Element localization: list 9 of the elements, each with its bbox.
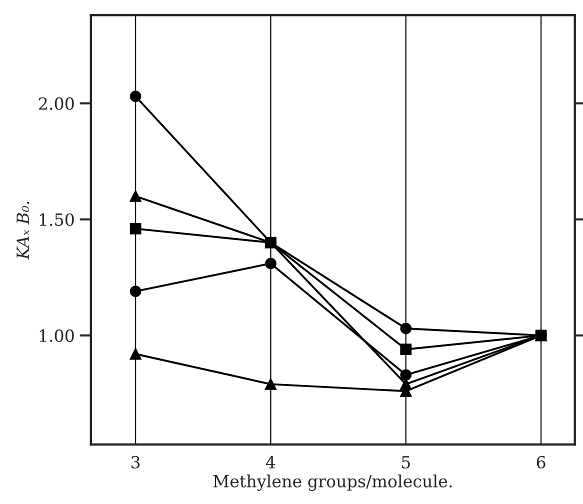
x-tick-label: 5 [402,456,410,469]
x-tick-label: 6 [536,456,546,469]
x-tick-label: 3 [132,456,140,469]
y-tick-label: 1.00 [40,329,74,342]
x-tick-label: 4 [266,456,276,468]
y-tick-label: 1.50 [40,213,74,226]
y-tick-label: 2.00 [38,97,74,110]
y-axis-title: KAₓ B₀. [16,202,30,260]
x-axis-title: Methylene groups/molecule. [213,474,452,491]
